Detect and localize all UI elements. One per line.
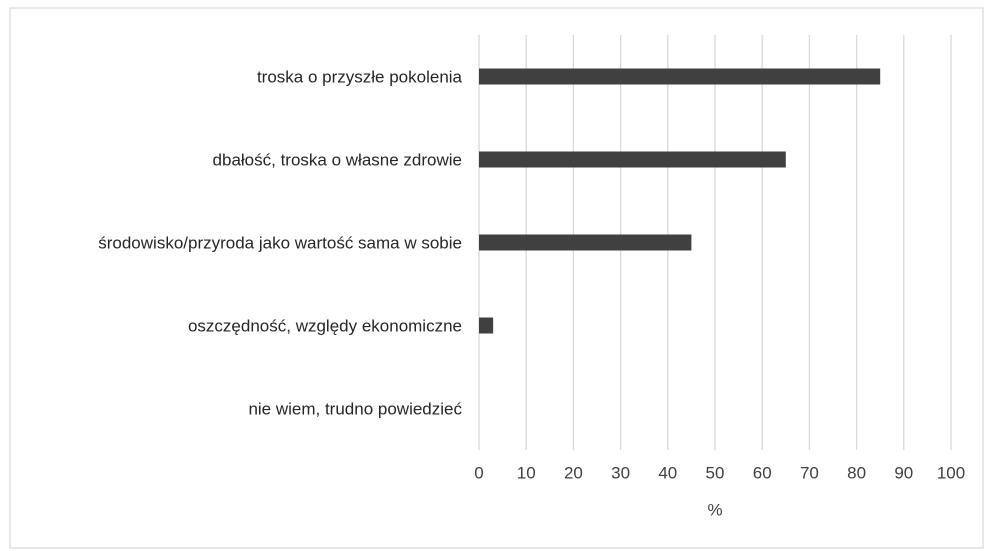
x-tick-label: 80 — [847, 463, 866, 482]
y-tick-label-box: nie wiem, trudno powiedzieć — [248, 398, 462, 419]
x-tick-label: 70 — [800, 463, 819, 482]
x-tick-label: 20 — [564, 463, 583, 482]
x-tick-label: 30 — [611, 463, 630, 482]
y-tick-label-box: oszczędność, względy ekonomiczne — [188, 315, 462, 336]
y-tick-label: oszczędność, względy ekonomiczne — [187, 316, 462, 335]
x-tick-label: 90 — [894, 463, 913, 482]
bar — [479, 151, 786, 168]
frame — [9, 7, 984, 549]
y-tick-label-box: dbałość, troska o własne zdrowie — [213, 149, 462, 170]
x-tick-label: 60 — [753, 463, 772, 482]
x-tick-label: 100 — [937, 463, 965, 482]
x-tick-label: 40 — [658, 463, 677, 482]
x-tick-label: 50 — [706, 463, 725, 482]
y-tick-label: nie wiem, trudno powiedzieć — [248, 399, 462, 418]
y-tick-label-box: troska o przyszłe pokolenia — [257, 66, 462, 87]
y-tick-label: troska o przyszłe pokolenia — [256, 67, 462, 86]
bar — [479, 234, 692, 251]
y-tick-label: dbałość, troska o własne zdrowie — [212, 150, 462, 169]
x-tick-label: 0 — [474, 463, 483, 482]
y-tick-label: środowisko/przyroda jako wartość sama w … — [98, 233, 462, 252]
bar — [479, 68, 881, 85]
x-tick-label: 10 — [517, 463, 536, 482]
x-axis-title: % — [707, 500, 722, 519]
y-tick-label-box: środowisko/przyroda jako wartość sama w … — [98, 232, 462, 253]
bar — [479, 317, 494, 334]
